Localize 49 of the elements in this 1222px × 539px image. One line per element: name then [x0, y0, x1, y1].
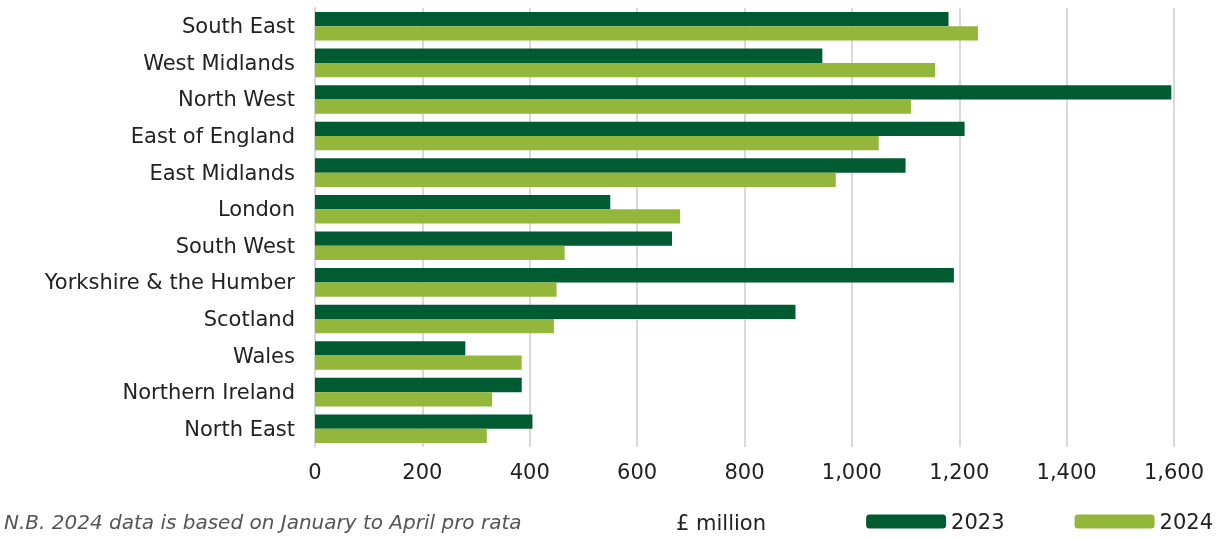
legend-label: 2023: [951, 509, 1005, 534]
x-axis-title: £ million: [676, 510, 766, 535]
bar: [315, 282, 557, 297]
y-tick-label: West Midlands: [143, 50, 295, 75]
x-tick-label: 1,200: [929, 459, 990, 484]
text: N.B. 2024 data is based on January to April pro rata: [4, 510, 522, 534]
y-tick-label: South East: [181, 14, 295, 39]
x-tick-label: 800: [724, 459, 765, 484]
bar: [315, 121, 965, 137]
bar: [315, 158, 906, 173]
x-tick-label: 1,000: [821, 459, 882, 484]
x-tick-label: 400: [509, 459, 550, 484]
bar: [315, 341, 466, 356]
legend-label: 2024: [1159, 509, 1214, 534]
y-tick-label: Wales: [233, 343, 295, 368]
bar: [315, 377, 522, 393]
bar: [315, 136, 879, 151]
bar: [315, 172, 836, 187]
bar: [315, 12, 949, 27]
bar: [315, 428, 487, 443]
y-tick-label: North East: [184, 416, 295, 441]
bar: [315, 355, 522, 370]
bar: [315, 414, 533, 429]
y-tick-label: London: [218, 197, 295, 222]
bar: [315, 268, 954, 283]
y-tick-label: East of England: [130, 124, 295, 149]
y-tick-label: Northern Ireland: [122, 380, 295, 405]
y-tick-label: Yorkshire & the Humber: [43, 270, 296, 295]
bar: [315, 62, 936, 78]
bar: [315, 392, 493, 407]
bar: [315, 245, 565, 261]
bar: [315, 231, 673, 246]
bar: [315, 304, 796, 319]
x-tick-label: 600: [617, 459, 658, 484]
x-tick-label: 1,400: [1036, 459, 1097, 484]
y-tick-label: North West: [177, 87, 295, 112]
bar: [315, 318, 554, 334]
bar: [315, 26, 979, 41]
y-tick-label: South West: [175, 233, 295, 258]
x-tick-label: 0: [308, 459, 322, 484]
x-tick-label: 200: [402, 459, 443, 484]
bar: [315, 99, 911, 114]
y-tick-label: East Midlands: [149, 160, 295, 185]
bar: [315, 48, 823, 63]
x-tick-label: 1,600: [1143, 459, 1205, 484]
bar: [315, 85, 1172, 100]
bar: [315, 209, 681, 224]
y-tick-label: Scotland: [203, 306, 295, 331]
bar: [315, 194, 611, 210]
